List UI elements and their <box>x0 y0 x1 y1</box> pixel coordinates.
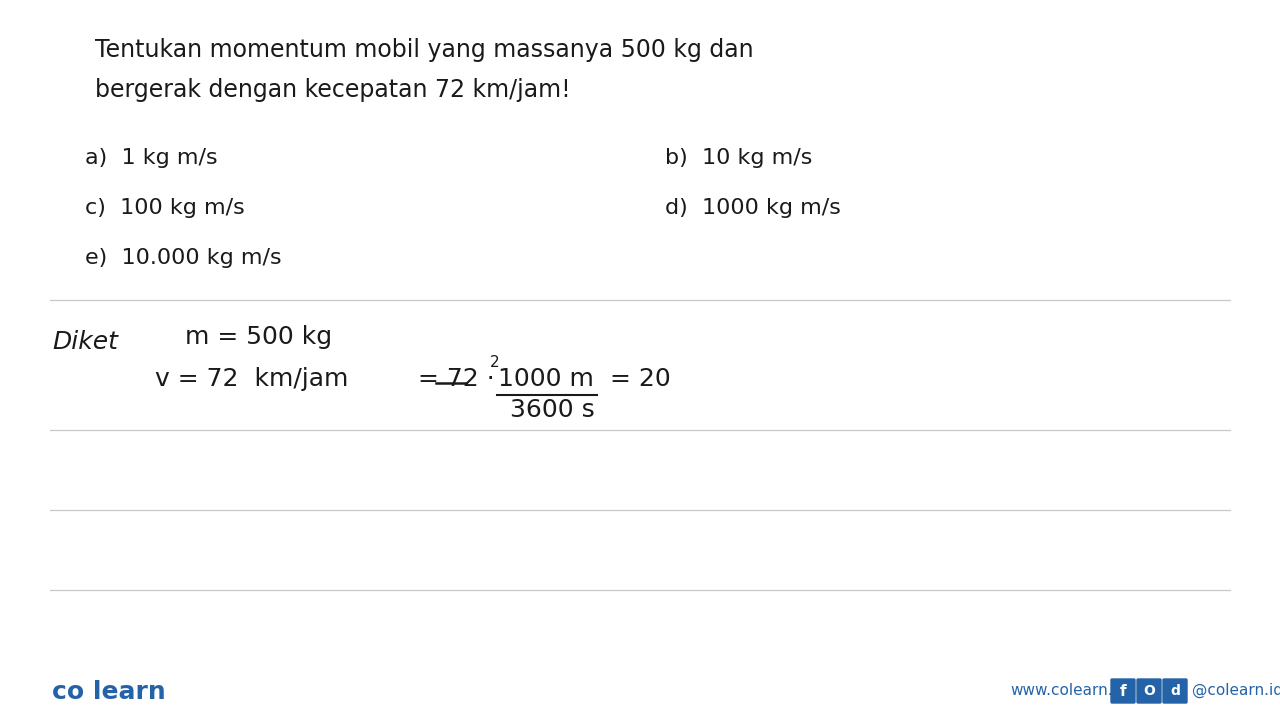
Text: 3600 s: 3600 s <box>509 398 595 422</box>
Text: Tentukan momentum mobil yang massanya 500 kg dan: Tentukan momentum mobil yang massanya 50… <box>95 38 754 62</box>
Text: d: d <box>1170 684 1180 698</box>
Text: b)  10 kg m/s: b) 10 kg m/s <box>666 148 813 168</box>
Text: co learn: co learn <box>52 680 165 704</box>
Text: = 72 ·: = 72 · <box>419 367 495 391</box>
Text: 2: 2 <box>490 355 499 370</box>
Text: = 20: = 20 <box>611 367 671 391</box>
Text: c)  100 kg m/s: c) 100 kg m/s <box>84 198 244 218</box>
Text: bergerak dengan kecepatan 72 km/jam!: bergerak dengan kecepatan 72 km/jam! <box>95 78 571 102</box>
FancyBboxPatch shape <box>1164 679 1187 703</box>
Text: d)  1000 kg m/s: d) 1000 kg m/s <box>666 198 841 218</box>
Text: m = 500 kg: m = 500 kg <box>186 325 332 349</box>
Text: f: f <box>1120 683 1126 698</box>
FancyBboxPatch shape <box>1137 679 1161 703</box>
FancyBboxPatch shape <box>1111 679 1135 703</box>
Text: v = 72  km/jam: v = 72 km/jam <box>155 367 348 391</box>
Text: Diket: Diket <box>52 330 118 354</box>
Text: e)  10.000 kg m/s: e) 10.000 kg m/s <box>84 248 282 268</box>
Text: 1000 m: 1000 m <box>498 367 594 391</box>
Text: a)  1 kg m/s: a) 1 kg m/s <box>84 148 218 168</box>
Text: @colearn.id: @colearn.id <box>1192 683 1280 698</box>
Text: www.colearn.id: www.colearn.id <box>1010 683 1126 698</box>
Text: O: O <box>1143 684 1155 698</box>
